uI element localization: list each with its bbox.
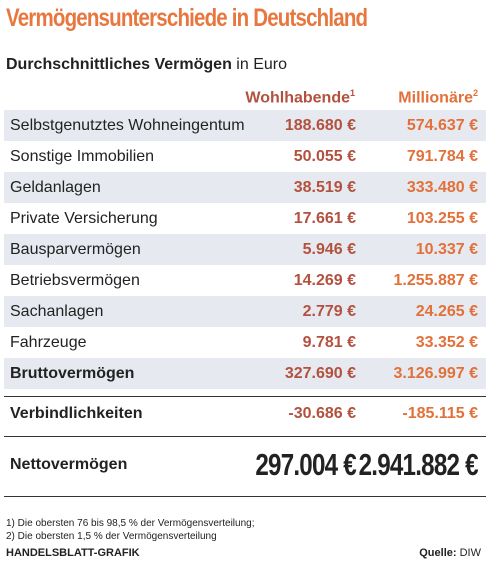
value-millionaire: 1.255.887 € — [393, 272, 478, 289]
value-millionaire: 333.480 € — [406, 179, 478, 196]
table-row: Sonstige Immobilien 50.055 € 791.784 € — [4, 141, 486, 172]
row-label: Sonstige Immobilien — [10, 148, 155, 165]
value-millionaire: 10.337 € — [415, 241, 478, 258]
table-row: Nettovermögen 297.004 €2.941.882 € — [4, 440, 486, 490]
footnote: 2) Die obersten 1,5 % der Vermögensverte… — [6, 531, 217, 542]
value-wealthy: 2.779 € — [302, 303, 356, 320]
value-millionaire: 574.637 € — [406, 117, 478, 134]
value-millionaire: 791.784 € — [406, 148, 478, 165]
table-row: Geldanlagen 38.519 € 333.480 € — [4, 172, 486, 203]
row-label: Betriebsvermögen — [10, 272, 140, 289]
row-label: Private Versicherung — [10, 210, 158, 227]
table-row: Private Versicherung 17.661 € 103.255 € — [4, 203, 486, 234]
source: Quelle: DIW — [419, 547, 481, 559]
subtitle: Durchschnittliches Vermögen in Euro — [6, 56, 287, 74]
value-wealthy: 297.004 € — [255, 447, 356, 482]
unit: in Euro — [236, 56, 287, 73]
column-label: Millionäre — [398, 89, 473, 107]
table-row: Fahrzeuge 9.781 € 33.352 € — [4, 327, 486, 358]
row-label: Geldanlagen — [10, 179, 101, 196]
value-millionaire: 3.126.997 € — [393, 365, 478, 382]
value-millionaire: -185.115 € — [402, 405, 478, 422]
value-wealthy: 50.055 € — [293, 148, 356, 165]
value-wealthy: 5.946 € — [302, 241, 356, 258]
value-wealthy: -30.686 € — [288, 405, 356, 422]
row-label: Bausparvermögen — [10, 241, 141, 258]
row-label: Fahrzeuge — [10, 334, 87, 351]
column-note: 1 — [349, 88, 355, 98]
table-row: Bruttovermögen 327.690 € 3.126.997 € — [4, 358, 486, 389]
rule — [4, 396, 486, 397]
table-row: Selbstgenutztes Wohneingentum 188.680 € 57… — [4, 110, 486, 141]
value-wealthy: 327.690 € — [284, 365, 356, 382]
table-row: Verbindlichkeiten -30.686 € -185.115 € — [4, 398, 486, 429]
credit: HANDELSBLATT-GRAFIK — [6, 547, 140, 559]
row-label: Selbstgenutztes Wohneingentum — [10, 117, 245, 134]
value-millionaire: 2.941.882 € — [358, 447, 479, 482]
source-text: DIW — [459, 547, 481, 559]
table-row: Betriebsvermögen 14.269 € 1.255.887 € — [4, 265, 486, 296]
value-millionaire: 33.352 € — [415, 334, 478, 351]
value-millionaire: 103.255 € — [406, 210, 478, 227]
source-label: Quelle: — [419, 547, 457, 559]
column-header: Millionäre2 — [398, 88, 478, 107]
value-wealthy: 188.680 € — [284, 117, 356, 134]
table-row: Sachanlagen 2.779 € 24.265 € — [4, 296, 486, 327]
rule — [4, 496, 486, 497]
subtitle-text: Durchschnittliches Vermögen — [6, 56, 232, 73]
value-millionaire: 24.265 € — [415, 303, 478, 320]
value-wealthy: 14.269 € — [293, 272, 356, 289]
row-label: Nettovermögen — [10, 456, 128, 473]
rule — [4, 436, 486, 437]
column-header: Wohlhabende1 — [245, 88, 355, 107]
column-note: 2 — [472, 88, 478, 98]
row-label: Bruttovermögen — [10, 365, 135, 382]
value-wealthy: 9.781 € — [302, 334, 356, 351]
row-label: Verbindlichkeiten — [10, 405, 143, 422]
footnote: 1) Die obersten 76 bis 98,5 % der Vermög… — [6, 518, 255, 529]
value-wealthy: 38.519 € — [293, 179, 356, 196]
title: Vermögensunterschiede in Deutschland — [6, 4, 368, 32]
table-row: Bausparvermögen 5.946 € 10.337 € — [4, 234, 486, 265]
value-wealthy: 17.661 € — [293, 210, 356, 227]
column-label: Wohlhabende — [245, 89, 350, 107]
row-label: Sachanlagen — [10, 303, 104, 320]
